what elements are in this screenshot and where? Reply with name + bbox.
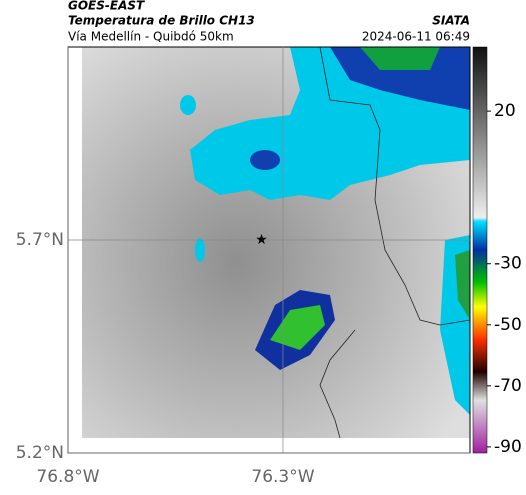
location-marker: ★ [255,232,268,248]
lat-tick-label: 5.2°N [16,443,64,463]
colorbar [472,46,488,454]
colorbar-tick-label: -70 [494,376,522,396]
colorbar-tick-label: -50 [494,315,522,335]
subtitle: Vía Medellín - Quibdó 50km [68,30,234,44]
lon-tick-label: 76.3°W [251,467,314,487]
lon-tick-label: 76.8°W [36,467,99,487]
org: SIATA [432,14,470,28]
source: GOES-EAST [68,0,145,13]
colorbar-tick-label: -90 [494,437,522,457]
datetime: 2024-06-11 06:49 [362,30,470,44]
title: Temperatura de Brillo CH13 [68,14,255,28]
colorbar-tick-label: -30 [494,254,522,274]
lat-tick-label: 5.7°N [16,230,64,250]
satellite-image [82,47,470,438]
colorbar-tick-label: 20 [494,101,516,121]
